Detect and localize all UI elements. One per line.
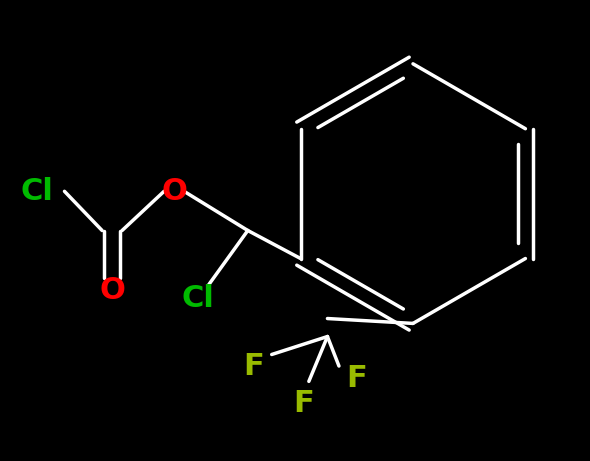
Text: O: O (161, 177, 187, 206)
Text: Cl: Cl (181, 284, 214, 313)
Text: O: O (99, 276, 125, 305)
Text: F: F (346, 364, 368, 392)
Text: F: F (293, 389, 314, 418)
Text: Cl: Cl (20, 177, 53, 206)
Text: F: F (243, 352, 264, 381)
